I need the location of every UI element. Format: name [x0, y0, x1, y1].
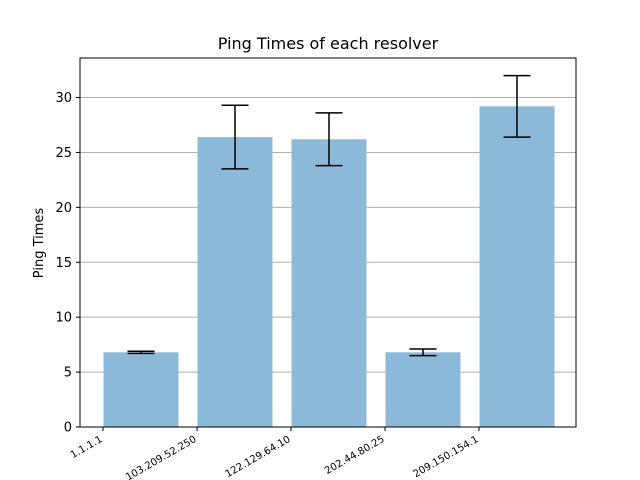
y-tick-label: 20	[55, 201, 72, 216]
y-tick-label: 0	[64, 421, 72, 436]
bars	[103, 106, 555, 428]
chart-title: Ping Times of each resolver	[218, 34, 439, 53]
x-tick-label: 1.1.1.1	[69, 434, 105, 461]
x-tick-label: 202.44.80.25	[323, 434, 386, 477]
error-bars	[127, 74, 531, 357]
x-axis: 1.1.1.1 103.209.52.250 122.129.64.10 202.44…	[69, 427, 481, 480]
bar	[479, 106, 555, 428]
plot-frame	[79, 57, 577, 428]
x-tick-label: 209.150.154.1	[412, 434, 481, 480]
y-tick-label: 15	[55, 256, 72, 271]
x-tick-label: 122.129.64.10	[224, 434, 293, 480]
y-tick-label: 30	[55, 91, 72, 106]
y-axis: 0 5 10 15 20 25 30	[55, 91, 80, 436]
bar	[103, 352, 179, 427]
bar	[197, 137, 273, 428]
bar	[291, 139, 367, 427]
y-axis-label: Ping Times	[32, 208, 47, 279]
y-tick-label: 25	[55, 146, 72, 161]
y-tick-label: 5	[64, 366, 72, 381]
y-tick-label: 10	[55, 311, 72, 326]
bar	[385, 352, 461, 427]
x-tick-label: 103.209.52.250	[124, 434, 198, 480]
